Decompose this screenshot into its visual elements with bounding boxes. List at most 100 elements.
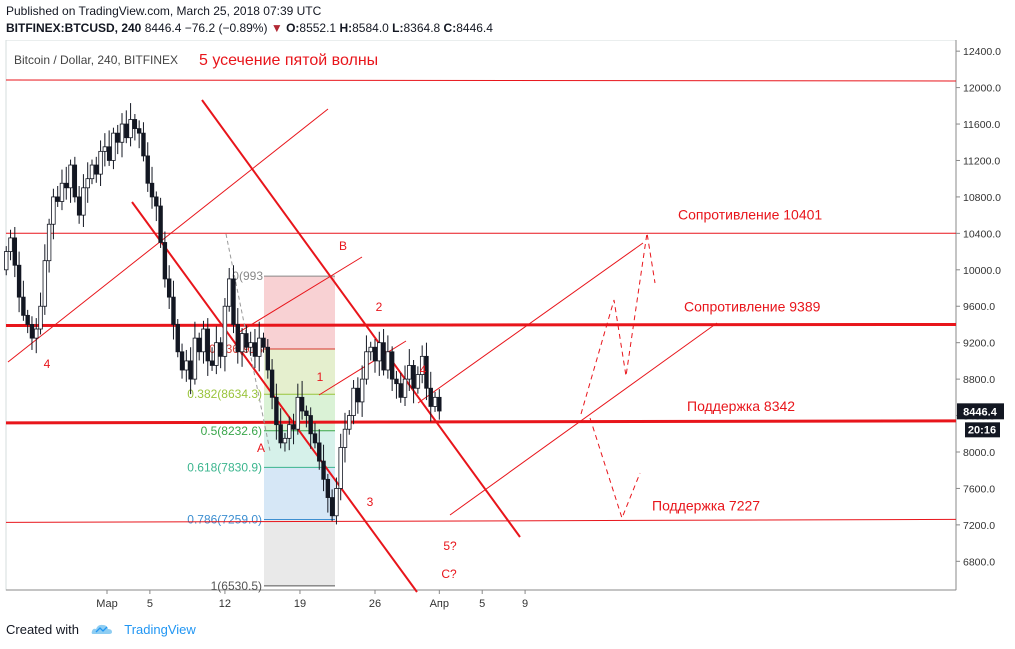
level-lines: Сопротивление 10401 Сопротивление 9389 Под… [5,79,957,523]
candle-body [325,478,331,498]
candle-body [415,374,421,389]
time-tick-label: 5 [147,598,153,610]
candle-body [389,351,395,380]
candle-body [317,442,322,462]
candle-body [355,387,361,403]
candle-body [34,328,39,339]
candle-body [42,260,48,307]
fib-level-label-6: 1(6530.5) [211,579,262,593]
candle-body [437,396,442,412]
fib-level-label-4: 0.618(7830.9) [187,460,262,474]
price-tick-label: 10800.0 [963,192,1001,204]
candle-body [334,488,339,517]
candle-body [179,351,185,371]
fib-level-label-2: 0.382(8634.3) [187,387,262,401]
candle-body [424,355,429,389]
price-tick-label: 9600.0 [963,301,995,313]
price-tick-label: 9200.0 [963,338,995,350]
level-label-1: Сопротивление 9389 [684,298,821,314]
candle-body [209,360,215,366]
candle-body [402,378,408,398]
candle-body [98,150,103,175]
time-tick-label: 19 [294,598,306,610]
candle-body [16,264,22,298]
fib-level-label-5: 0.786(7259.0) [187,513,262,527]
support-8342-line [5,419,957,425]
candle-body [239,333,245,353]
candle-body [25,314,30,325]
candle-body [8,237,13,252]
fib-band-0 [264,276,335,350]
price-tick-label: 8800.0 [963,374,995,386]
candle-body [76,196,82,216]
candle-body [55,196,60,202]
rising-channel-lower [7,108,329,363]
candle-body [154,196,159,207]
pair-label: Bitcoin / Dollar, 240, BITFINEX [14,53,178,67]
candle-body [115,132,120,143]
candle-body [222,305,228,357]
candle-body [46,223,52,262]
created-with: Created with [6,622,79,637]
candle-body [252,342,258,357]
price-tick-label: 10400.0 [963,228,1001,240]
candle-body [4,251,9,271]
high-label: H: [339,21,353,35]
wave-label-1: B [339,239,347,253]
resistance-9389-line [5,322,957,327]
price-tick-label: 12400.0 [963,46,1001,58]
candle-body [377,342,382,362]
candle-body [89,164,95,180]
time-axis: Мар 5 12 19 26 Апр 5 9 [96,590,528,610]
candle-body [235,324,240,353]
candle-body [111,132,116,161]
level-label-2: Поддержка 8342 [687,398,795,414]
rising-channel-upper [417,242,644,404]
candle-body [94,164,99,175]
fib-band-1 [264,349,335,395]
candle-body [59,182,65,202]
close-label: C: [443,21,457,35]
wave-label-8: C? [441,567,457,581]
published-note: Published on TradingView.com, March 25, … [6,4,322,18]
time-tick-label: Апр [430,598,449,610]
price-tick-label: 7600.0 [963,483,995,495]
candle-body [372,346,378,362]
candle-body [171,296,176,325]
chart-header: Published on TradingView.com, March 25, … [0,0,1015,40]
price-chart[interactable]: 0(9930.236(9130.382(8634.3)0.5(8232.6)0.… [0,40,1015,618]
candle-body [184,360,189,371]
candle-body [158,205,163,243]
candle-body [244,333,249,348]
change-value: −76.2 (−0.89%) [184,21,268,35]
candle-body [205,328,210,362]
candle-body [381,342,386,371]
candle-body [287,424,292,439]
time-tick-label: 26 [369,598,381,610]
projection-down-path [589,417,641,520]
candle-body [231,278,236,325]
tradingview-brand[interactable]: TradingView [124,622,196,637]
candle-body [188,360,193,380]
wave-label-4: 1 [317,370,324,384]
close-value: 8446.4 [456,21,493,35]
candle-body [218,342,223,357]
candle-body [38,305,43,330]
candle-body [72,164,78,198]
candle-body [338,447,343,489]
candle-body [278,424,283,444]
level-label-0: Сопротивление 10401 [678,206,822,222]
time-badge: 20:16 [968,424,996,436]
price-tick-label: 11600.0 [963,119,1000,131]
candle-body [342,428,348,448]
candle-body [304,410,309,416]
price-tick-label: 6800.0 [963,556,995,568]
candle-body [394,378,399,385]
fib-level-label-0: 0(993 [232,269,263,283]
chart-labels: Bitcoin / Dollar, 240, BITFINEX 5 усечен… [14,52,457,581]
footer: Created with TradingView [6,622,196,637]
candle-body [428,387,433,407]
trend-lines [7,99,718,593]
candle-body [295,396,301,430]
candles [4,103,442,525]
